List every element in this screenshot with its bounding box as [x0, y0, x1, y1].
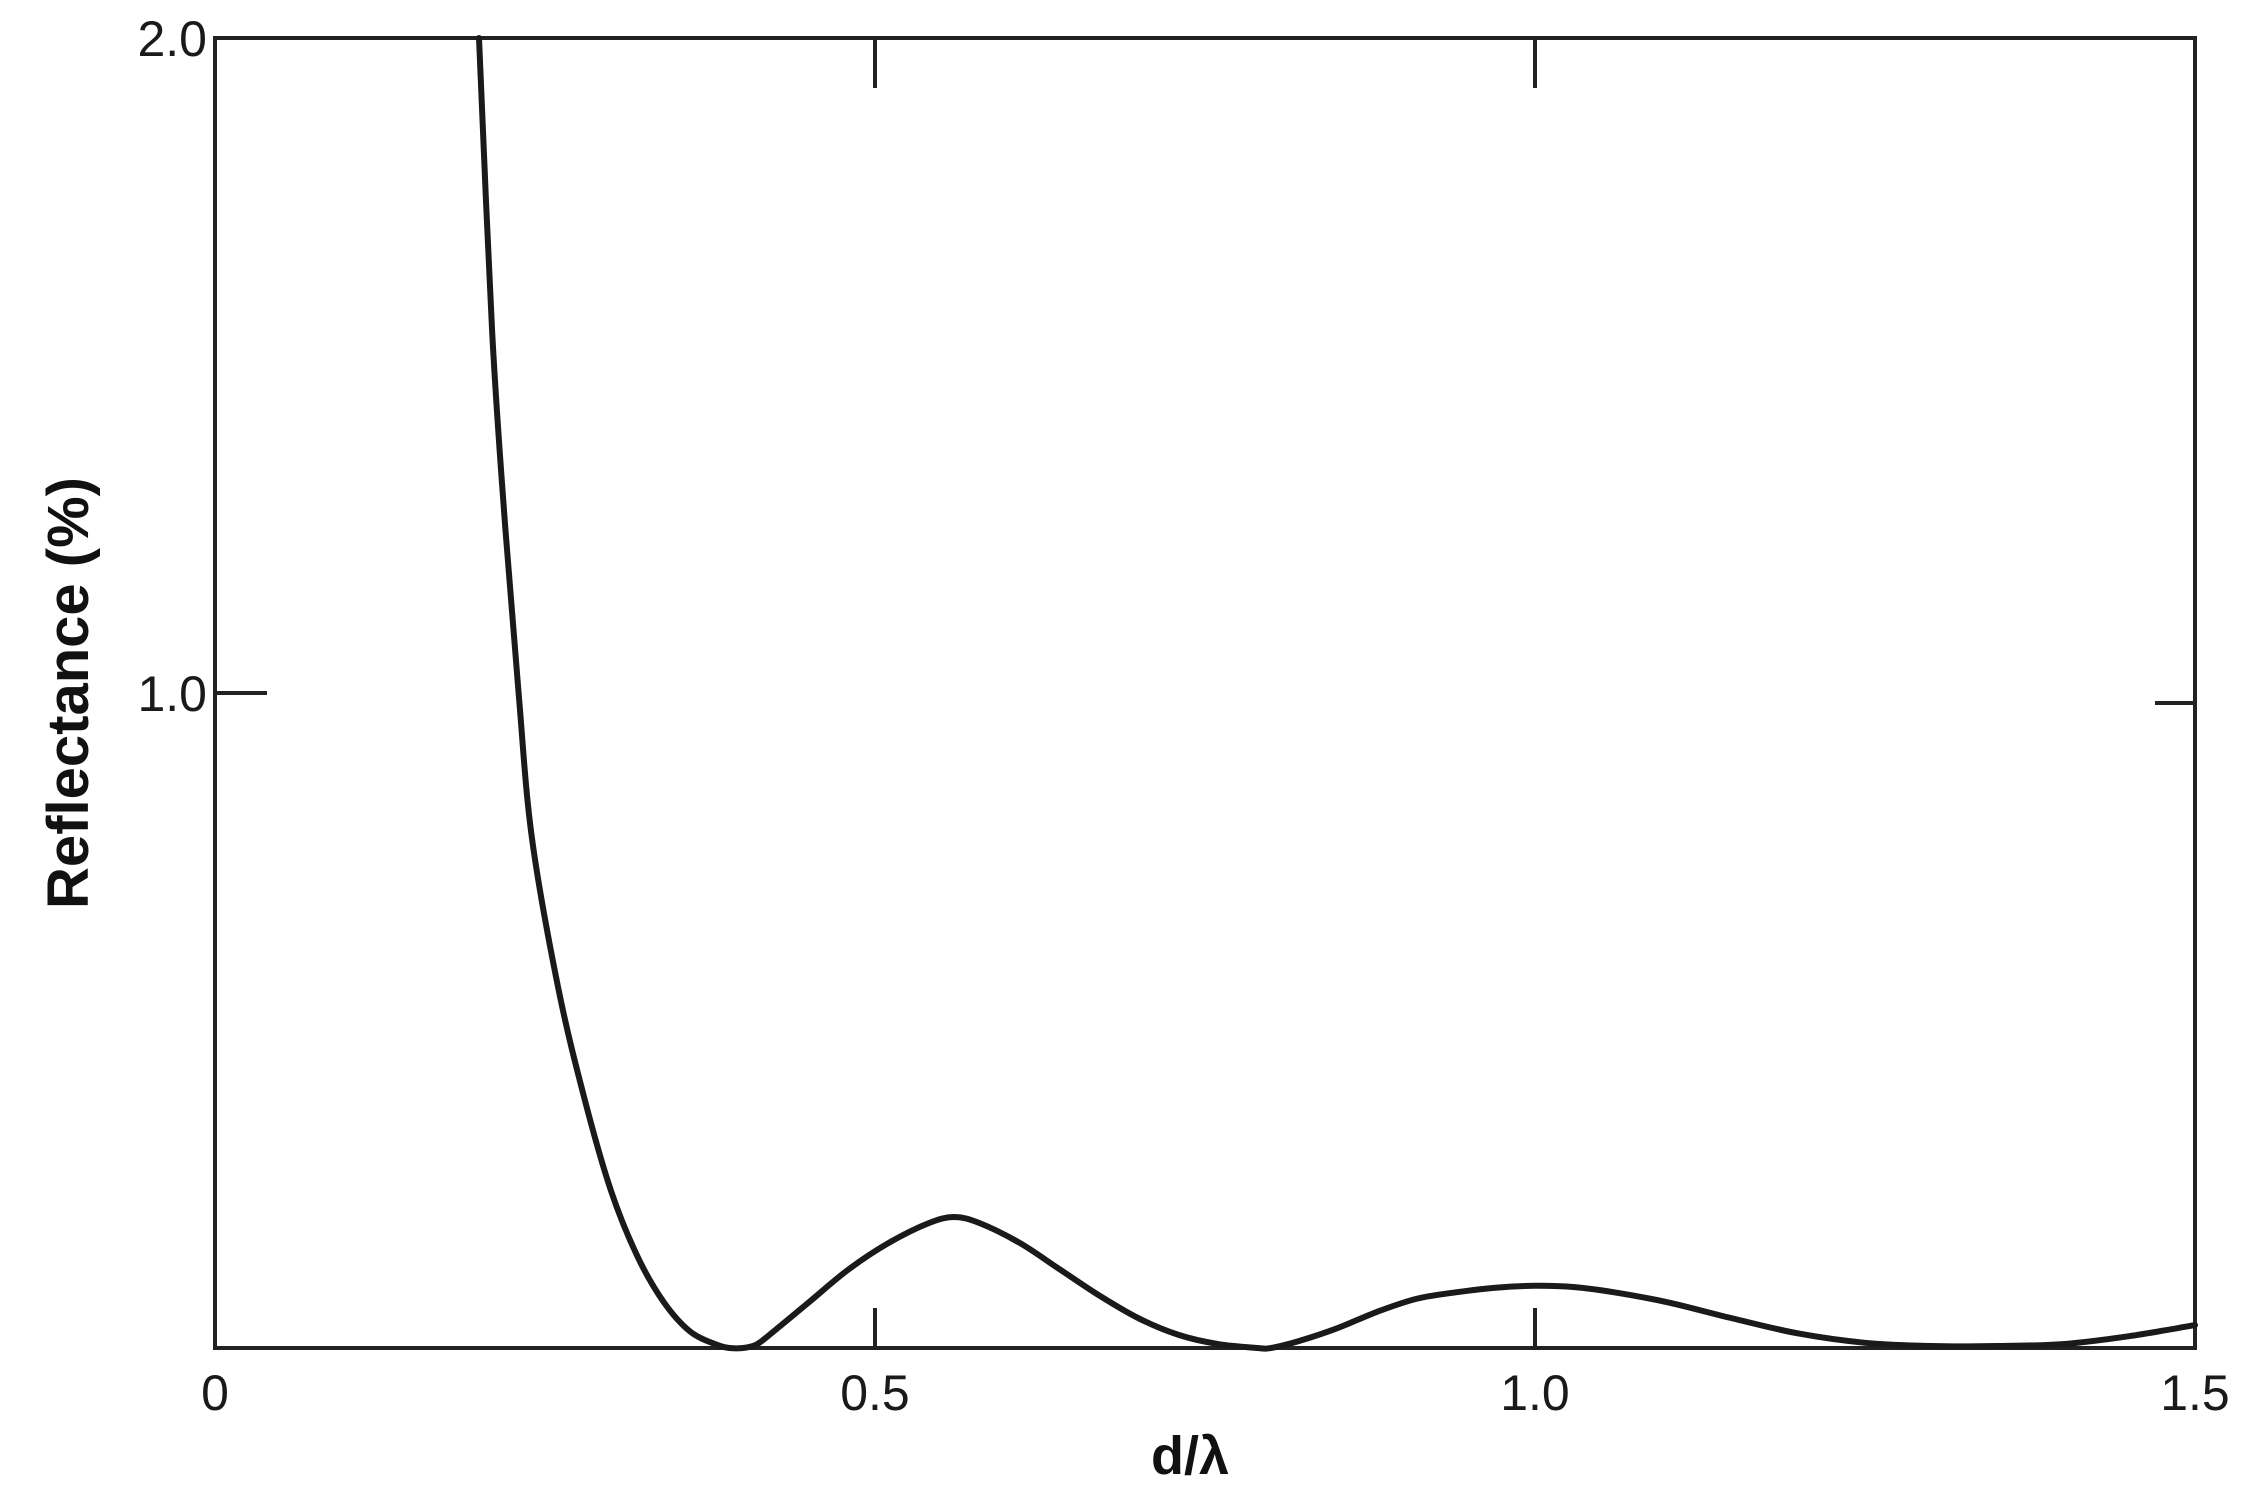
plot-frame — [213, 36, 2197, 1350]
reflectance-curve — [476, 35, 2198, 1352]
x-tick-label: 1.5 — [2160, 1365, 2230, 1421]
axis-ticks — [215, 38, 2195, 1348]
x-tick-label: 0.5 — [840, 1365, 910, 1421]
y-tick-label: 1.0 — [137, 666, 207, 722]
x-tick-label: 1.0 — [1500, 1365, 1570, 1421]
axis-tick-labels: 0 0.5 1.0 1.5 1.0 2.0 — [137, 11, 2229, 1421]
y-axis-label: Reflectance (%) — [36, 477, 101, 909]
y-tick-label: 2.0 — [137, 11, 207, 67]
x-axis-label: d/λ — [1151, 1426, 1229, 1486]
x-tick-label: 0 — [201, 1365, 229, 1421]
